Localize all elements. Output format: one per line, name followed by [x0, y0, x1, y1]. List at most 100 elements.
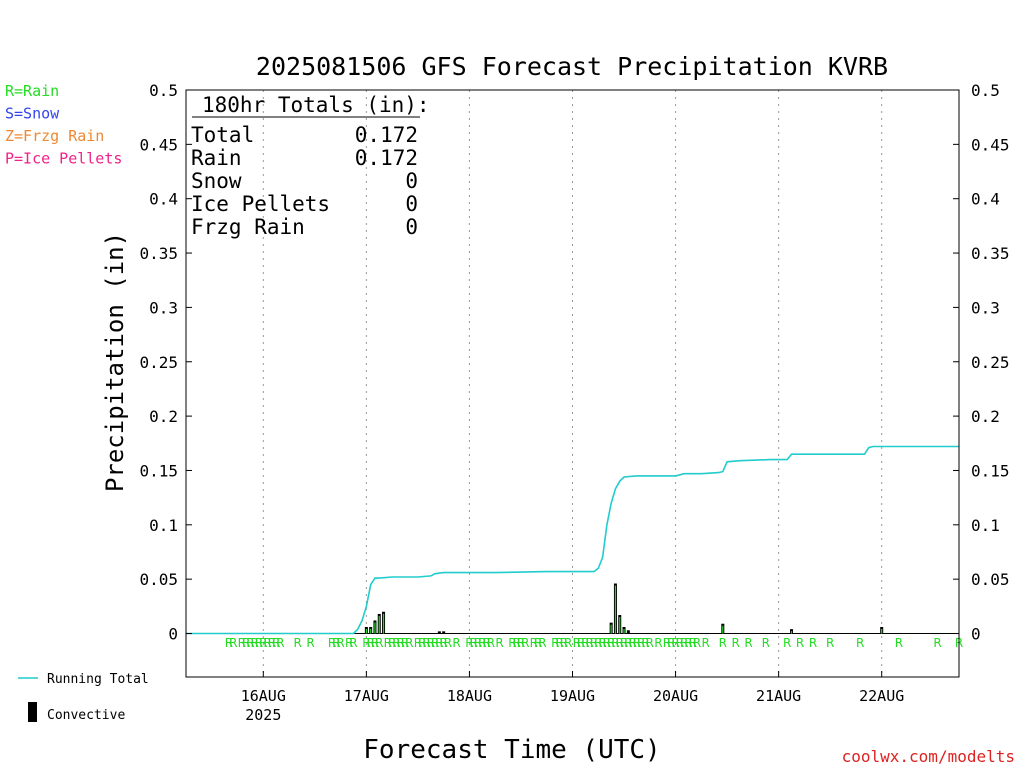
- rain-type-mark: R: [349, 636, 357, 650]
- totals-row-value: 0: [405, 169, 418, 193]
- totals-row-label: Ice Pellets: [191, 192, 330, 216]
- rain-type-mark: R: [418, 636, 426, 650]
- rain-type-mark: R: [590, 636, 598, 650]
- rain-type-mark: R: [487, 636, 495, 650]
- y-tick-label-left: 0.45: [139, 135, 178, 154]
- rain-type-mark: R: [603, 636, 611, 650]
- rain-type-mark: R: [345, 636, 353, 650]
- totals-row-value: 0: [405, 192, 418, 216]
- rain-type-mark: R: [637, 636, 645, 650]
- rain-bar-fill: [614, 585, 617, 634]
- rain-type-mark: R: [594, 636, 602, 650]
- rain-type-mark: R: [573, 636, 581, 650]
- rain-type-mark: R: [482, 636, 490, 650]
- rain-type-mark: R: [628, 636, 636, 650]
- y-tick-label-left: 0.05: [139, 570, 178, 589]
- rain-type-mark: R: [783, 636, 791, 650]
- convective-bar: [437, 631, 441, 634]
- rain-type-mark: R: [856, 636, 864, 650]
- rain-type-mark: R: [762, 636, 770, 650]
- rain-type-mark: R: [607, 636, 615, 650]
- x-tick-label: 19AUG: [550, 687, 595, 705]
- rain-type-mark: R: [633, 636, 641, 650]
- y-tick-label-left: 0.3: [149, 298, 178, 317]
- totals-header: 180hr Totals (in):: [202, 93, 430, 117]
- rain-type-mark: R: [933, 636, 941, 650]
- y-tick-label-right: 0.4: [971, 190, 1000, 209]
- rain-type-mark: R: [439, 636, 447, 650]
- rain-type-mark: R: [667, 636, 675, 650]
- totals-row-value: 0.172: [355, 123, 418, 147]
- rain-type-mark: R: [530, 636, 538, 650]
- type-legend-item: Z=Frzg Rain: [5, 127, 104, 145]
- convective-bars: [364, 583, 884, 634]
- y-tick-label-right: 0.3: [971, 298, 1000, 317]
- rain-type-mark: R: [551, 636, 559, 650]
- x-tick-label: 16AUG: [241, 687, 286, 705]
- y-tick-label-right: 0.05: [971, 570, 1010, 589]
- rain-type-mark: R: [427, 636, 435, 650]
- type-legend-item: R=Rain: [5, 82, 59, 100]
- rain-type-mark: R: [641, 636, 649, 650]
- rain-type-mark: R: [293, 636, 301, 650]
- totals-row-label: Total: [191, 123, 254, 147]
- y-axis-left: 0 0.05 0.1 0.15 0.2 0.25 0.3 0.35 0.4 0.45 0.5: [139, 81, 192, 644]
- rain-type-mark: R: [435, 636, 443, 650]
- rain-type-mark: R: [366, 636, 374, 650]
- rain-type-mark: R: [375, 636, 383, 650]
- rain-type-mark: R: [732, 636, 740, 650]
- rain-type-mark: R: [246, 636, 254, 650]
- rain-type-mark: R: [431, 636, 439, 650]
- chart-title: 2025081506 GFS Forecast Precipitation KV…: [256, 52, 888, 81]
- y-tick-label-right: 0.2: [971, 407, 1000, 426]
- x-tick-label: 22AUG: [859, 687, 904, 705]
- rain-type-mark: R: [809, 636, 817, 650]
- y-tick-label-right: 0.45: [971, 135, 1010, 154]
- rain-bar-fill: [370, 628, 372, 634]
- rain-type-mark: R: [392, 636, 400, 650]
- convective-legend-label: Convective: [47, 708, 125, 723]
- totals-box: 180hr Totals (in): Total 0.172 Rain 0.172 Sn…: [191, 93, 430, 239]
- totals-row-value: 0.172: [355, 146, 418, 170]
- rain-type-mark: R: [444, 636, 452, 650]
- type-legend-item: P=Ice Pellets: [5, 150, 122, 168]
- rain-type-mark: R: [646, 636, 654, 650]
- rain-type-mark: R: [422, 636, 430, 650]
- day-gridlines: [262, 90, 883, 677]
- rain-type-mark: R: [495, 636, 503, 650]
- rain-type-mark: R: [534, 636, 542, 650]
- convective-bar: [626, 630, 630, 634]
- rain-bar-fill: [881, 628, 883, 634]
- rain-type-mark: R: [611, 636, 619, 650]
- y-tick-label-left: 0.2: [149, 407, 178, 426]
- rain-type-mark: R: [513, 636, 521, 650]
- rain-type-mark: R: [405, 636, 413, 650]
- y-tick-label-left: 0.25: [139, 353, 178, 372]
- rain-type-mark: R: [577, 636, 585, 650]
- rain-type-mark: R: [478, 636, 486, 650]
- rain-type-mark: R: [538, 636, 546, 650]
- running-total-line: [186, 445, 959, 635]
- y-tick-label-left: 0.15: [139, 461, 178, 480]
- convective-legend-swatch: [28, 702, 37, 722]
- rain-bar-fill: [365, 628, 367, 634]
- x-tick-sublabel: 2025: [245, 706, 281, 724]
- y-tick-label-left: 0: [168, 625, 178, 644]
- rain-type-mark: R: [306, 636, 314, 650]
- x-tick-label: 17AUG: [344, 687, 389, 705]
- rain-type-mark: R: [259, 636, 267, 650]
- rain-type-mark: R: [616, 636, 624, 650]
- rain-bar-fill: [610, 624, 612, 634]
- convective-bar: [442, 631, 446, 634]
- rain-type-mark: R: [414, 636, 422, 650]
- rain-type-mark: R: [332, 636, 340, 650]
- rain-type-mark: R: [229, 636, 237, 650]
- rain-type-mark: R: [371, 636, 379, 650]
- rain-type-mark: R: [362, 636, 370, 650]
- rain-type-mark: R: [676, 636, 684, 650]
- precip-type-legend: R=Rain S=Snow Z=Frzg Rain P=Ice Pellets: [5, 82, 122, 168]
- rain-type-mark: R: [663, 636, 671, 650]
